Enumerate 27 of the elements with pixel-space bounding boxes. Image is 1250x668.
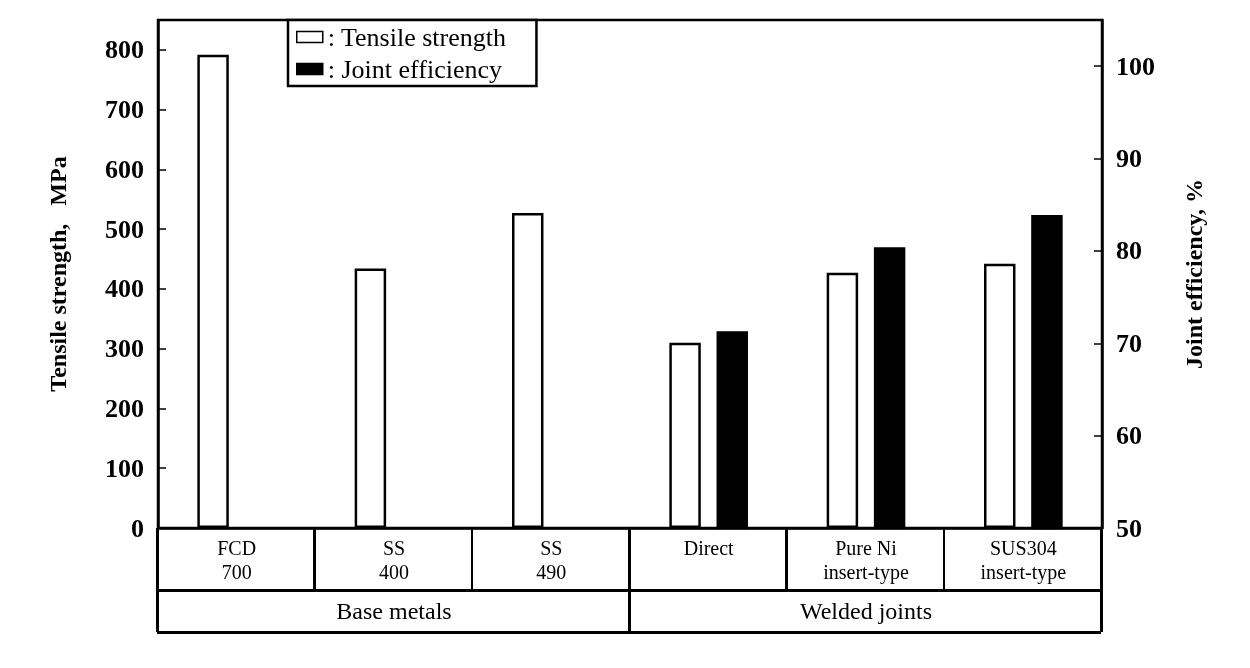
y-tick-label: 100 <box>105 453 144 483</box>
y-tick-label: 0 <box>131 513 144 543</box>
text: Base metals <box>336 598 452 624</box>
legend-label: : Joint efficiency <box>327 54 502 84</box>
y2-axis-title: Joint efficiency, % <box>1181 179 1207 369</box>
y-tick-label: 700 <box>105 95 144 125</box>
y2-tick-label: 50 <box>1116 513 1142 543</box>
x-tick-label: SUS304 insert-type <box>980 537 1067 584</box>
y2-tick-label: 100 <box>1116 51 1155 81</box>
y2-tick-label: 80 <box>1116 236 1142 266</box>
y-tick-label: 200 <box>105 393 144 423</box>
y2-tick-label: 90 <box>1116 144 1142 174</box>
x-tick-label: Pure Ni insert-type <box>823 537 909 584</box>
y-axis-title: Tensile strength, MPa <box>45 156 71 392</box>
x-tick-label: SS 400 <box>379 537 409 583</box>
y-tick-label: 400 <box>105 274 144 304</box>
text: Welded joints <box>799 598 933 624</box>
y2-tick-label: 70 <box>1116 328 1142 358</box>
x-tick-label: SS 490 <box>536 537 567 583</box>
y-tick-label: 800 <box>105 35 144 65</box>
x-tick-label: Direct <box>683 537 735 559</box>
y-tick-label: 600 <box>105 154 144 184</box>
y-tick-label: 300 <box>105 334 144 364</box>
x-tick-label: FCD 700 <box>217 537 257 583</box>
y2-tick-label: 60 <box>1116 421 1142 451</box>
legend-label: : Tensile strength <box>327 22 506 52</box>
y-tick-label: 500 <box>105 214 144 244</box>
